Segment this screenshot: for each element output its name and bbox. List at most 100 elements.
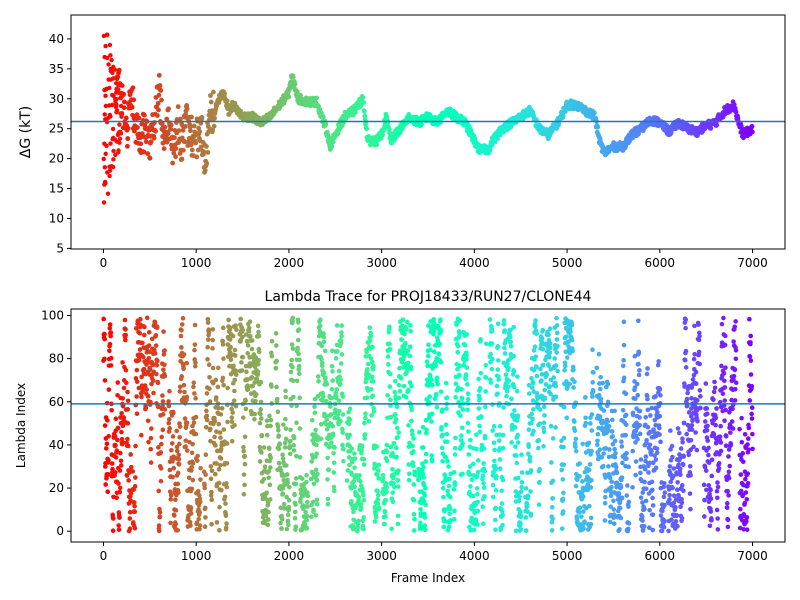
lambda-trace-point: [107, 325, 113, 331]
lambda-trace-point: [321, 331, 326, 336]
lambda-trace-point: [518, 521, 523, 526]
lambda-trace-point: [285, 512, 291, 518]
lambda-trace-point: [326, 444, 332, 450]
lambda-trace-point: [266, 446, 272, 452]
lambda-trace-point: [403, 340, 408, 346]
delta-g-point: [110, 102, 115, 108]
lambda-trace-point: [166, 420, 172, 426]
lambda-trace-point: [291, 394, 296, 400]
lambda-trace-point: [315, 471, 320, 477]
lambda-trace-point: [483, 362, 489, 368]
lambda-trace-point: [303, 509, 308, 515]
delta-g-point: [198, 144, 204, 150]
delta-g-point: [108, 66, 113, 72]
lambda-trace-point: [121, 385, 127, 391]
lambda-trace-point: [325, 477, 330, 482]
lambda-trace-point: [691, 444, 696, 450]
lambda-trace-point: [232, 377, 238, 383]
delta-g-point: [361, 108, 367, 114]
lambda-trace-point: [360, 492, 366, 498]
lambda-trace-point: [490, 482, 496, 488]
lambda-trace-point: [598, 396, 604, 402]
lambda-trace-point: [438, 317, 443, 322]
lambda-trace-point: [390, 466, 395, 472]
lambda-trace-point: [233, 403, 239, 409]
lambda-trace-point: [173, 507, 179, 513]
lambda-trace-point: [374, 444, 380, 449]
lambda-trace-point: [465, 396, 471, 402]
lambda-trace-point: [155, 358, 160, 364]
lambda-trace-point: [144, 362, 149, 367]
lambda-trace-point: [644, 438, 649, 443]
delta-g-point: [194, 154, 200, 160]
lambda-trace-point: [570, 348, 575, 354]
delta-g-point: [108, 141, 113, 146]
lambda-trace-point: [706, 452, 711, 458]
lambda-trace-point: [519, 479, 525, 485]
delta-g-point: [199, 114, 205, 120]
lambda-trace-point: [709, 457, 715, 462]
lambda-trace-point: [363, 411, 368, 416]
delta-g-y-axis-label: ΔG (kT): [18, 106, 34, 158]
delta-g-point: [731, 102, 737, 107]
delta-g-point: [222, 91, 227, 96]
lambda-trace-point: [363, 379, 368, 385]
lambda-trace-point: [204, 408, 209, 414]
lambda-trace-point: [612, 438, 618, 444]
lambda-trace-point: [146, 355, 152, 361]
lambda-trace-point: [533, 323, 538, 329]
lambda-trace-point: [115, 425, 121, 431]
lambda-trace-point: [410, 432, 415, 437]
lambda-trace-point: [396, 484, 401, 489]
lambda-trace-point: [185, 516, 191, 522]
lambda-trace-point: [406, 462, 412, 467]
lambda-trace-point: [203, 452, 209, 458]
lambda-trace-point: [188, 505, 194, 510]
lambda-trace-point: [120, 360, 125, 365]
lambda-trace-point: [338, 340, 344, 346]
lambda-trace-point: [285, 480, 290, 486]
lambda-trace-point: [526, 427, 532, 432]
lambda-trace-point: [453, 435, 458, 441]
lambda-trace-point: [331, 470, 337, 475]
lambda-trace-point: [352, 484, 358, 490]
lambda-trace-point: [334, 394, 339, 399]
lambda-trace-point: [368, 387, 374, 392]
lambda-trace-point: [493, 527, 498, 533]
lambda-trace-point: [382, 521, 387, 527]
lambda-trace-point: [496, 438, 502, 444]
lambda-trace-point: [346, 409, 351, 415]
lambda-trace-point: [482, 468, 488, 474]
lambda-trace-point: [210, 327, 216, 332]
lambda-trace-point: [683, 365, 689, 370]
lambda-trace-point: [106, 387, 112, 392]
lambda-trace-point: [283, 436, 289, 442]
lambda-trace-point: [296, 363, 302, 369]
lambda-trace-point: [459, 387, 464, 392]
lambda-trace-point: [446, 524, 452, 529]
lambda-trace-point: [170, 474, 175, 480]
lambda-trace-point: [712, 385, 718, 391]
delta-g-point: [112, 67, 118, 72]
lambda-trace-point: [229, 419, 235, 425]
lambda-trace-point: [547, 341, 553, 346]
lambda-trace-point: [233, 368, 239, 374]
lambda-trace-point: [650, 527, 656, 533]
lambda-trace-point: [561, 404, 567, 410]
lambda-trace-point: [309, 514, 314, 520]
lambda-trace-point: [331, 450, 336, 456]
lambda-trace-point: [376, 462, 382, 468]
lambda-trace-point: [722, 342, 728, 348]
lambda-trace-point: [371, 405, 376, 411]
lambda-trace-point: [588, 515, 594, 521]
lambda-trace-point: [554, 323, 560, 328]
lambda-trace-point: [220, 375, 226, 381]
lambda-trace-point: [387, 371, 393, 377]
lambda-trace-point: [332, 445, 337, 450]
lambda-trace-point: [265, 522, 271, 528]
delta-g-point: [560, 113, 566, 119]
lambda-trace-point: [161, 367, 166, 372]
lambda-trace-point: [361, 526, 366, 532]
lambda-trace-point: [218, 456, 224, 461]
delta-g-point: [121, 105, 127, 111]
